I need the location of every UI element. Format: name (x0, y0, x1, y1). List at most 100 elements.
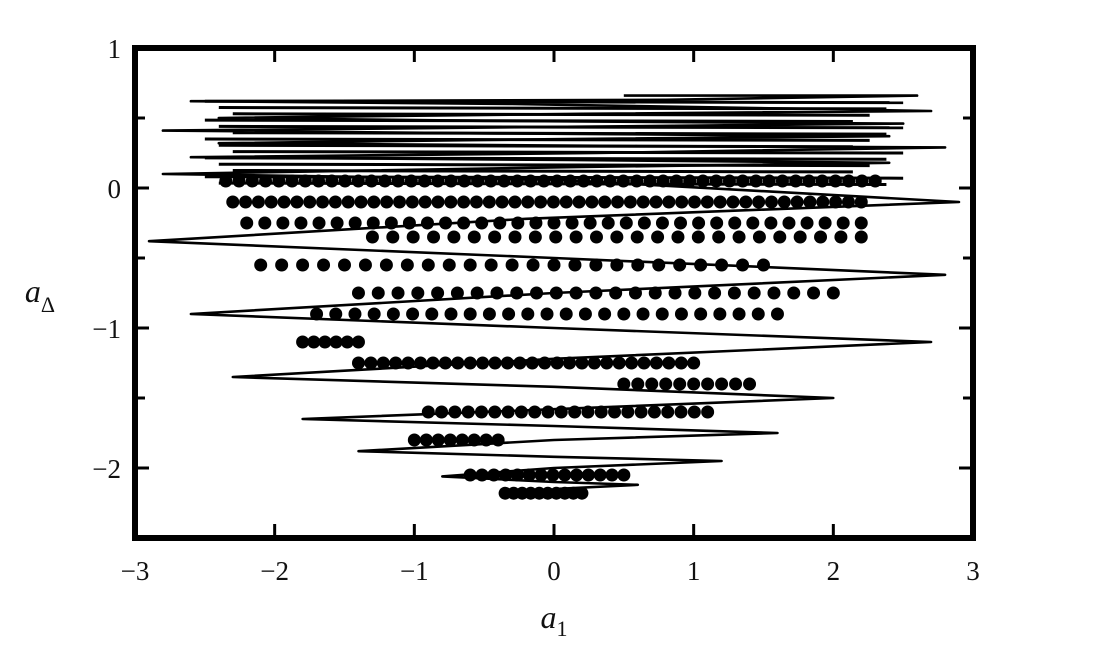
marker-point (510, 174, 524, 188)
marker-point (770, 307, 784, 321)
marker-point (603, 174, 617, 188)
marker-point (514, 405, 528, 419)
x-tick-label: 1 (687, 556, 701, 586)
marker-point (803, 195, 817, 209)
marker-point (447, 230, 461, 244)
marker-point (303, 195, 317, 209)
marker-point (628, 286, 642, 300)
marker-point (431, 286, 445, 300)
marker-point (386, 230, 400, 244)
curve-band-line (218, 124, 904, 130)
marker-point (448, 405, 462, 419)
marker-point (802, 174, 816, 188)
marker-point (736, 174, 750, 188)
x-tick-label: −2 (260, 556, 289, 586)
marker-point (589, 258, 603, 272)
marker-point (540, 307, 554, 321)
marker-point (497, 174, 511, 188)
marker-point (836, 216, 850, 230)
marker-point (621, 405, 635, 419)
marker-point (547, 258, 561, 272)
marker-point (351, 356, 365, 370)
marker-point (568, 405, 582, 419)
marker-point (442, 258, 456, 272)
marker-point (550, 174, 564, 188)
marker-point (608, 405, 622, 419)
marker-point (427, 230, 441, 244)
marker-point (530, 286, 544, 300)
marker-point (587, 356, 601, 370)
marker-point (528, 405, 542, 419)
marker-point (630, 174, 644, 188)
marker-point (637, 356, 651, 370)
marker-point (752, 230, 766, 244)
marker-point (330, 216, 344, 230)
marker-point (598, 195, 612, 209)
marker-point (444, 307, 458, 321)
marker-point (406, 307, 420, 321)
marker-point (501, 405, 515, 419)
marker-point (316, 195, 330, 209)
y-tick-label: −1 (92, 314, 121, 344)
curve-band-line (232, 112, 870, 117)
marker-point (692, 216, 706, 230)
marker-point (563, 356, 577, 370)
marker-point (643, 174, 657, 188)
marker-point (648, 286, 662, 300)
marker-point (444, 195, 458, 209)
marker-point (443, 433, 457, 447)
marker-point (426, 356, 440, 370)
marker-point (475, 405, 489, 419)
marker-point (391, 286, 405, 300)
marker-point (764, 216, 778, 230)
marker-point (688, 286, 702, 300)
curve-band-line (204, 99, 904, 105)
marker-point (435, 405, 449, 419)
marker-point (379, 258, 393, 272)
marker-point (631, 377, 645, 391)
marker-point (655, 216, 669, 230)
marker-point (219, 174, 233, 188)
marker-point (425, 307, 439, 321)
marker-point (240, 216, 254, 230)
marker-point (475, 468, 489, 482)
marker-point (348, 216, 362, 230)
marker-point (631, 258, 645, 272)
marker-point (358, 258, 372, 272)
marker-point (400, 258, 414, 272)
marker-point (816, 195, 830, 209)
marker-point (558, 468, 572, 482)
marker-point (420, 216, 434, 230)
marker-point (767, 286, 781, 300)
marker-point (510, 468, 524, 482)
marker-point (593, 468, 607, 482)
marker-point (354, 195, 368, 209)
marker-point (487, 468, 501, 482)
marker-point (276, 216, 290, 230)
marker-point (600, 356, 614, 370)
marker-point (674, 405, 688, 419)
marker-point (328, 195, 342, 209)
marker-point (732, 307, 746, 321)
marker-point (549, 230, 563, 244)
marker-point (645, 377, 659, 391)
marker-point (455, 433, 469, 447)
marker-point (661, 405, 675, 419)
marker-point (577, 174, 591, 188)
marker-point (505, 258, 519, 272)
x-tick-label: 2 (827, 556, 841, 586)
marker-point (687, 356, 701, 370)
marker-point (709, 174, 723, 188)
curve-band-line (232, 131, 887, 136)
marker-point (521, 195, 535, 209)
marker-point (568, 258, 582, 272)
marker-point (351, 335, 365, 349)
y-axis-label-symbol: a (25, 273, 41, 309)
marker-point (710, 216, 724, 230)
marker-point (431, 433, 445, 447)
marker-point (649, 356, 663, 370)
marker-point (727, 286, 741, 300)
marker-point (488, 356, 502, 370)
marker-point (450, 286, 464, 300)
